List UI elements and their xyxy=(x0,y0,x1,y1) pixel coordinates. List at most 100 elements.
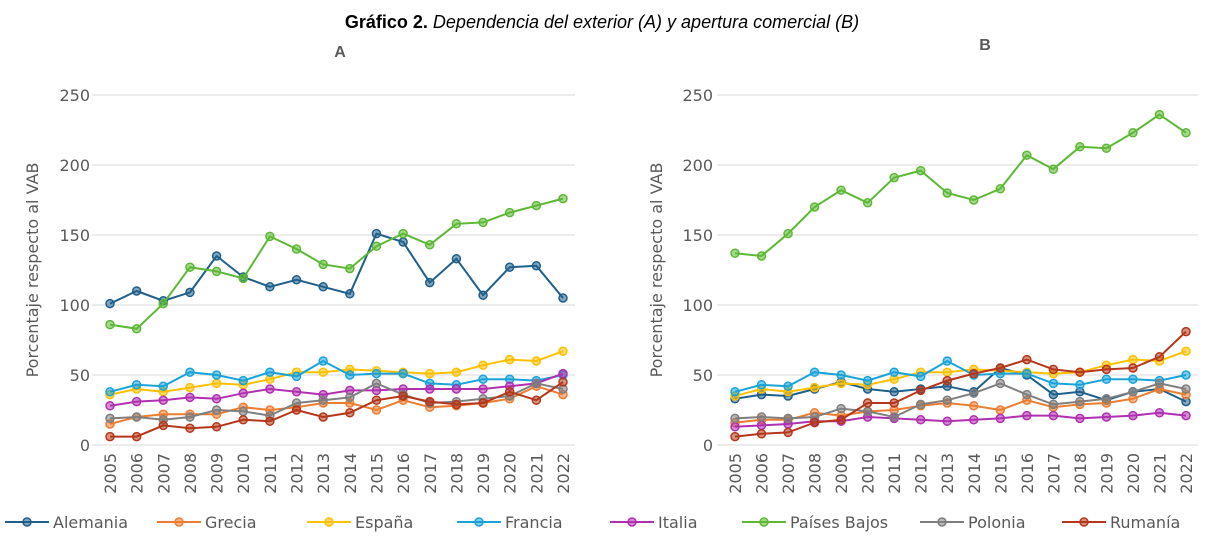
point xyxy=(1048,378,1059,389)
point xyxy=(451,254,462,264)
point xyxy=(291,371,302,382)
point xyxy=(105,413,115,424)
point xyxy=(238,406,248,417)
point xyxy=(451,219,462,229)
point xyxy=(969,368,979,379)
point xyxy=(1075,396,1085,407)
series-line xyxy=(734,411,1187,428)
point xyxy=(1022,389,1032,400)
point xyxy=(158,395,169,405)
legend-label: Países Bajos xyxy=(790,513,888,532)
series-line xyxy=(109,197,564,330)
x-tick-label: 2015 xyxy=(367,453,386,494)
point xyxy=(478,398,488,408)
y-tick-label: 250 xyxy=(59,86,90,105)
point xyxy=(809,417,820,428)
x-tick-label: 2010 xyxy=(234,453,253,494)
point xyxy=(131,412,142,422)
point xyxy=(1022,410,1032,421)
x-tick-label: 2005 xyxy=(726,453,745,494)
point xyxy=(942,356,952,366)
point xyxy=(1181,346,1191,356)
point xyxy=(131,380,142,390)
point xyxy=(1101,374,1112,384)
x-tick-label: 2007 xyxy=(779,453,798,494)
point xyxy=(105,431,115,442)
y-tick-label: 0 xyxy=(703,436,713,455)
point xyxy=(238,375,248,386)
y-tick-label: 0 xyxy=(80,436,90,455)
point xyxy=(756,412,767,422)
point xyxy=(478,290,488,300)
point xyxy=(889,412,899,422)
point xyxy=(425,384,435,394)
point xyxy=(558,193,568,204)
x-tick-label: 2009 xyxy=(832,453,851,494)
point xyxy=(265,231,275,242)
point xyxy=(1154,352,1165,362)
y-tick-label: 100 xyxy=(682,296,713,315)
point xyxy=(291,244,302,254)
y-axis-label: Porcentaje respecto al VAB xyxy=(23,163,42,378)
point xyxy=(995,363,1006,373)
point xyxy=(558,346,568,356)
point xyxy=(131,286,142,296)
point xyxy=(809,382,820,393)
title-label: Gráfico 2. xyxy=(345,12,428,32)
y-tick-label: 250 xyxy=(682,86,713,105)
point xyxy=(809,367,820,377)
legend-marker xyxy=(174,517,184,527)
point xyxy=(478,360,488,370)
point xyxy=(1181,410,1191,421)
x-tick-label: 2016 xyxy=(1018,453,1037,494)
point xyxy=(345,392,355,403)
point xyxy=(1128,354,1138,365)
point xyxy=(371,378,382,389)
legend-marker xyxy=(759,517,769,527)
point xyxy=(504,207,515,218)
point xyxy=(969,415,979,425)
point xyxy=(1075,367,1085,377)
point xyxy=(969,195,979,205)
legend-label: España xyxy=(355,513,413,532)
x-tick-label: 2017 xyxy=(421,453,440,494)
point xyxy=(889,172,899,183)
point xyxy=(371,241,382,251)
point xyxy=(451,367,462,377)
point xyxy=(1022,150,1032,160)
point xyxy=(211,370,222,380)
point xyxy=(238,273,248,284)
legend-marker xyxy=(627,517,637,527)
point xyxy=(730,387,740,397)
point xyxy=(1022,354,1032,365)
legend-marker xyxy=(474,517,484,527)
point xyxy=(915,385,926,396)
point xyxy=(318,412,328,422)
point xyxy=(915,399,926,410)
point xyxy=(211,405,222,415)
y-axis-label: Porcentaje respecto al VAB xyxy=(647,163,666,378)
x-tick-label: 2008 xyxy=(181,453,200,494)
point xyxy=(730,431,740,442)
point xyxy=(211,266,222,277)
point xyxy=(942,367,952,377)
point xyxy=(185,382,195,393)
x-tick-label: 2022 xyxy=(554,453,573,494)
point xyxy=(451,384,462,394)
legend-marker xyxy=(937,517,947,527)
point xyxy=(318,395,328,405)
point xyxy=(504,262,515,272)
point xyxy=(211,378,222,389)
point xyxy=(1101,412,1112,422)
legend-marker xyxy=(324,517,334,527)
point xyxy=(558,293,568,303)
x-tick-label: 2017 xyxy=(1044,453,1063,494)
point xyxy=(915,165,926,176)
panel-title: B xyxy=(979,37,991,54)
point xyxy=(756,429,767,439)
point xyxy=(531,395,542,405)
point xyxy=(265,384,275,394)
point xyxy=(478,217,488,228)
point xyxy=(238,415,248,425)
